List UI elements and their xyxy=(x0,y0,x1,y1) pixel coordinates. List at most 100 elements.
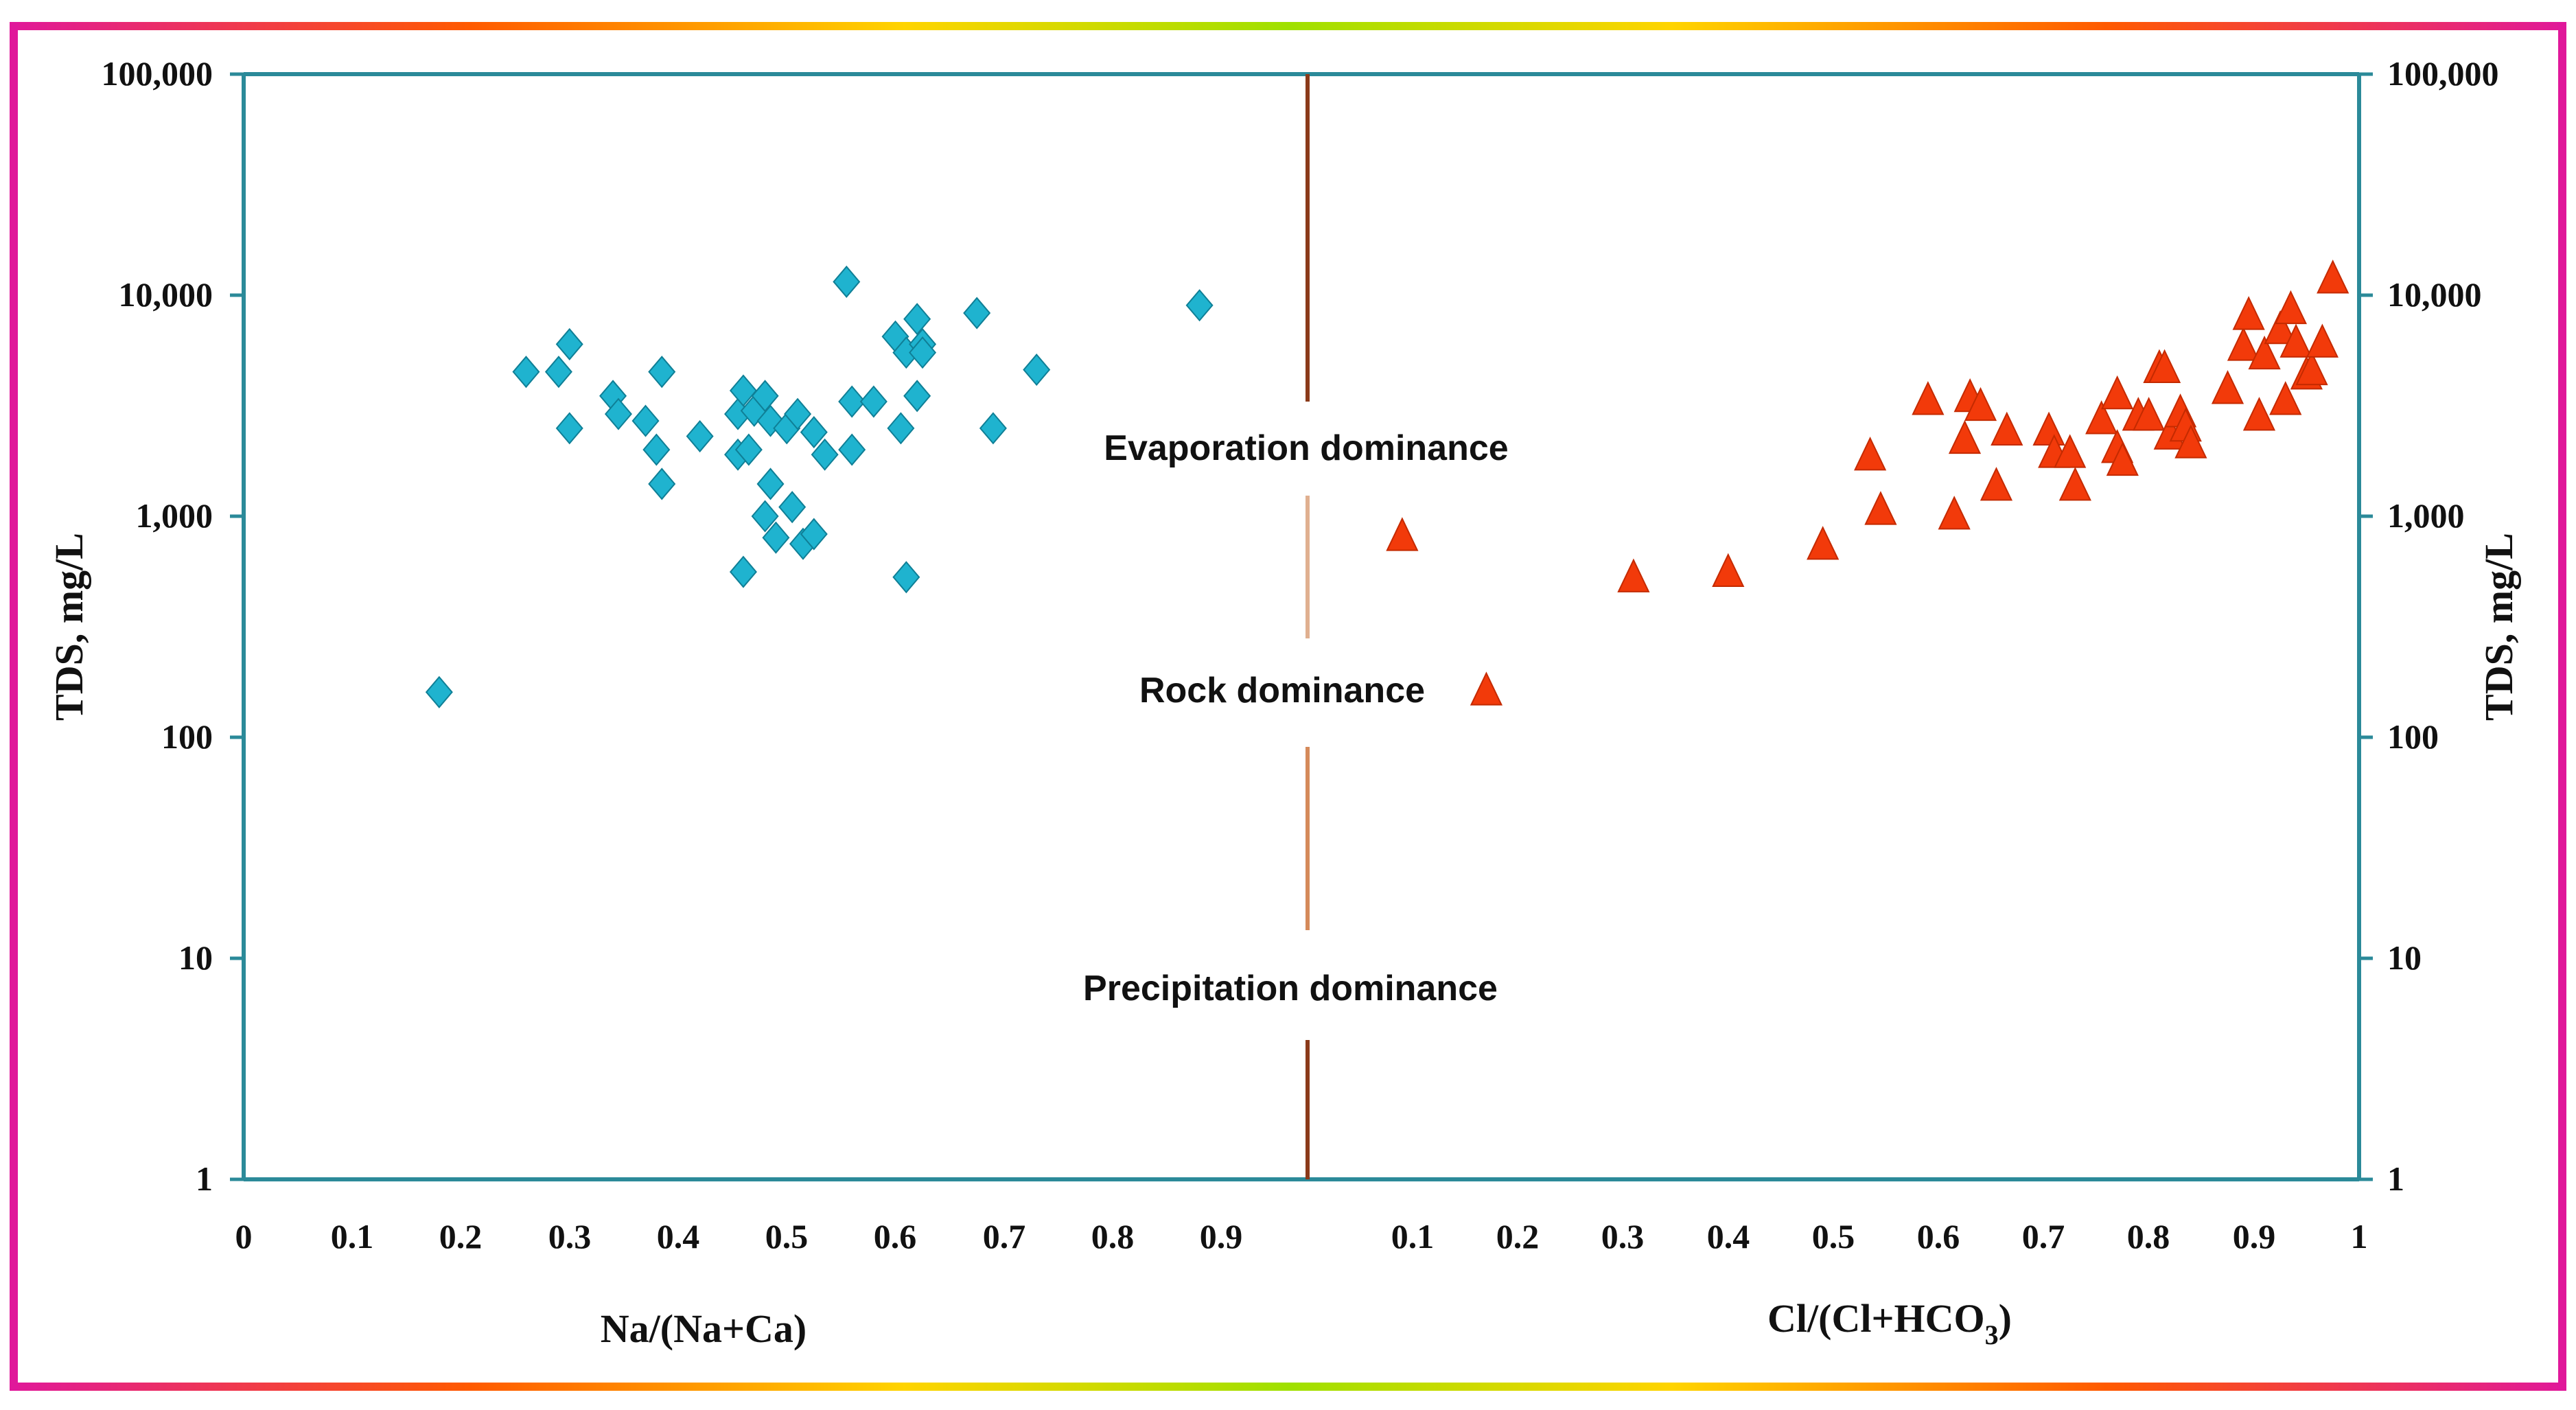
plot-frame xyxy=(242,72,2361,1181)
y-ticks-left: 100,000 10,000 1,000 100 10 1 xyxy=(102,54,213,1198)
diamond-marker xyxy=(648,356,676,389)
diamond-marker xyxy=(648,467,676,500)
triangle-marker xyxy=(2106,441,2139,476)
x-tick-right: 0.3 xyxy=(1601,1217,1645,1256)
diamond-marker xyxy=(838,385,866,418)
triangle-marker xyxy=(2085,400,2118,435)
y-tick-right: 100 xyxy=(2387,717,2439,756)
triangle-marker xyxy=(1938,496,1971,530)
diamond-marker xyxy=(892,561,920,594)
y-tick-left: 10 xyxy=(178,938,213,977)
diamond-marker xyxy=(729,374,757,407)
y-tick-right: 1 xyxy=(2387,1159,2404,1198)
diamond-marker xyxy=(963,297,991,330)
x-tick-left: 0 xyxy=(235,1217,253,1256)
triangle-marker xyxy=(2232,296,2265,330)
triangle-marker xyxy=(1386,517,1419,551)
y-tick-left: 1,000 xyxy=(136,496,213,535)
y-axis-title-right: TDS, mg/L xyxy=(2476,533,2521,721)
diamond-marker xyxy=(512,356,540,389)
triangle-marker xyxy=(2133,397,2166,431)
diamond-marker xyxy=(903,380,931,413)
triangle-marker xyxy=(1712,553,1745,588)
x-tick-left: 0.4 xyxy=(657,1217,700,1256)
diamond-marker xyxy=(544,356,572,389)
diamond-marker xyxy=(778,491,807,524)
triangle-marker xyxy=(2101,375,2134,410)
series-right xyxy=(1386,259,2349,706)
y-tick-left: 100,000 xyxy=(102,54,213,93)
series-left xyxy=(425,265,1214,708)
diamond-marker xyxy=(833,265,861,298)
annotation-rock: Rock dominance xyxy=(1139,671,1425,710)
diamond-marker xyxy=(909,336,937,369)
border-right xyxy=(2558,22,2566,1391)
y-tick-left: 10,000 xyxy=(119,275,213,314)
x-tick-right: 0.8 xyxy=(2127,1217,2170,1256)
triangle-marker xyxy=(2174,424,2207,459)
x-tick-right: 0.4 xyxy=(1707,1217,1750,1256)
triangle-marker xyxy=(2306,323,2339,358)
x-ticks-right: 0.1 0.2 0.3 0.4 0.5 0.6 0.7 0.8 0.9 1 xyxy=(1391,1217,2368,1256)
x-tick-right: 0.2 xyxy=(1496,1217,1540,1256)
y-tick-right: 1,000 xyxy=(2387,496,2465,535)
triangle-marker xyxy=(1807,526,1840,560)
diamond-marker xyxy=(838,433,866,466)
x-tick-left: 0.2 xyxy=(439,1217,483,1256)
x-tick-right: 0.1 xyxy=(1391,1217,1435,1256)
border-left xyxy=(10,22,18,1391)
diamond-marker xyxy=(686,419,714,453)
x-tick-left: 0.1 xyxy=(331,1217,374,1256)
diamond-marker xyxy=(979,412,1007,445)
border-bottom xyxy=(10,1383,2566,1391)
y-tick-right: 10 xyxy=(2387,938,2422,977)
triangle-marker xyxy=(2279,323,2312,358)
triangle-marker xyxy=(2227,327,2260,361)
x-tick-right: 0.6 xyxy=(1917,1217,1960,1256)
triangle-marker xyxy=(1980,467,2013,501)
triangle-marker xyxy=(1864,491,1897,525)
diamond-marker xyxy=(555,412,583,445)
diamond-marker xyxy=(762,521,790,554)
triangle-marker xyxy=(2269,381,2302,415)
y-tick-right: 100,000 xyxy=(2387,54,2499,93)
diamond-marker xyxy=(751,500,779,533)
x-tick-left: 0.5 xyxy=(765,1217,809,1256)
diamond-marker xyxy=(631,404,660,437)
diamond-marker xyxy=(1185,289,1214,322)
x-tick-left: 0.6 xyxy=(874,1217,917,1256)
x-axis-title-right: Cl/(Cl+HCO3) xyxy=(1767,1296,2012,1350)
y-tick-left: 1 xyxy=(196,1159,213,1198)
diamond-marker xyxy=(859,385,887,418)
triangle-marker xyxy=(2148,349,2181,383)
x-tick-left: 0.3 xyxy=(548,1217,592,1256)
diamond-marker xyxy=(903,303,931,336)
triangle-marker xyxy=(2295,351,2328,386)
annotation-precipitation: Precipitation dominance xyxy=(1083,969,1498,1008)
triangle-marker xyxy=(1470,671,1503,706)
x-tick-right: 1 xyxy=(2351,1217,2368,1256)
triangle-marker xyxy=(1617,558,1650,592)
x-tick-right: 0.9 xyxy=(2233,1217,2276,1256)
x-axis-title-left: Na/(Na+Ca) xyxy=(601,1306,807,1351)
diamond-marker xyxy=(751,380,779,413)
triangle-marker xyxy=(2032,411,2065,446)
triangle-marker xyxy=(1991,411,2023,446)
triangle-marker xyxy=(1948,419,1982,454)
y-ticks-right: 100,000 10,000 1,000 100 10 1 xyxy=(2387,54,2499,1198)
triangle-marker xyxy=(2274,290,2308,325)
diamond-marker xyxy=(604,397,632,430)
diamond-marker xyxy=(729,555,757,588)
diamond-marker xyxy=(800,416,828,449)
triangle-marker xyxy=(2054,434,2087,468)
y-tick-right: 10,000 xyxy=(2387,275,2482,314)
x-tick-left: 0.8 xyxy=(1091,1217,1135,1256)
diamond-marker xyxy=(425,675,453,708)
diamond-marker xyxy=(756,467,785,500)
triangle-marker xyxy=(2317,259,2349,294)
triangle-marker xyxy=(2242,397,2276,431)
triangle-marker xyxy=(1854,437,1887,471)
triangle-marker xyxy=(2264,310,2297,345)
diamond-marker xyxy=(756,404,785,437)
